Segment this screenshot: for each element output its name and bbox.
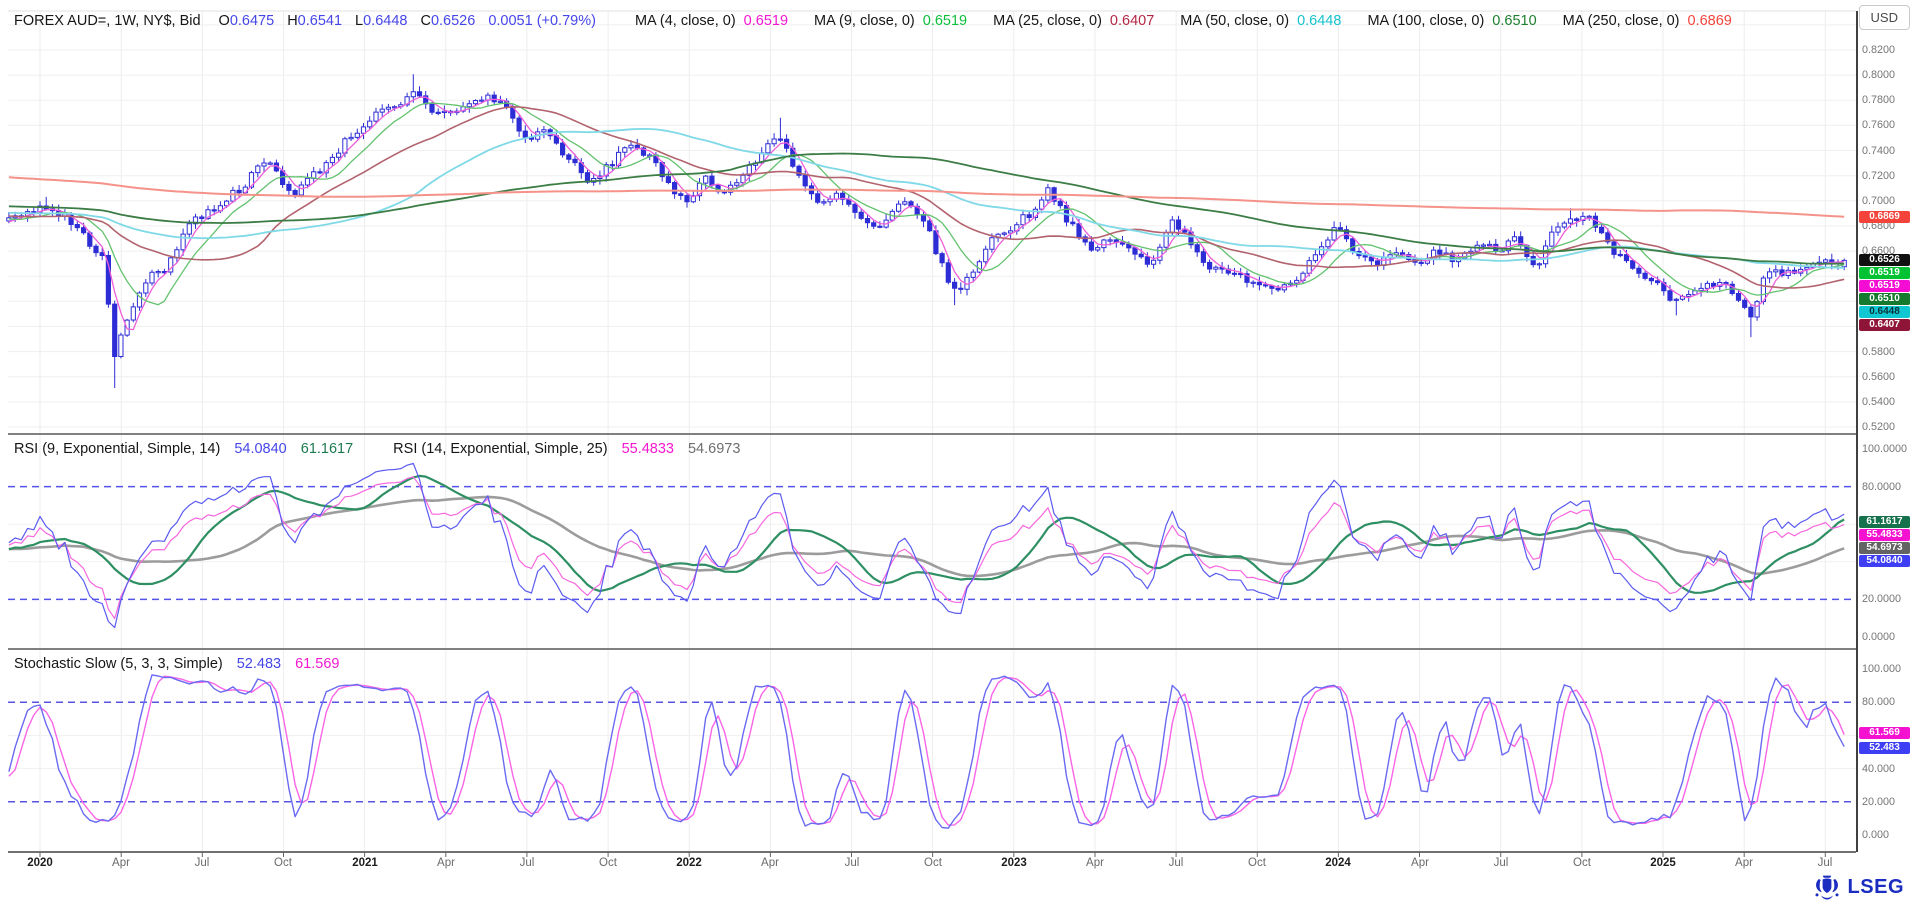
x-axis-label: Jul [1817,857,1833,869]
x-axis-label: Apr [437,857,455,869]
stoch-badge: 52.483 [1859,742,1910,754]
x-axis-label: Oct [599,857,617,869]
price-axis-label: 0.7000 [1862,195,1896,207]
x-axis-label: Jul [194,857,210,869]
lseg-logo: LSEG [1812,874,1904,901]
x-axis-label: 2021 [352,857,378,869]
rsi-badge: 61.1617 [1859,516,1910,528]
x-axis-label: Jul [519,857,535,869]
price-axis-label: 0.8000 [1862,69,1896,81]
rsi-legend: RSI (9, Exponential, Simple, 14) 54.0840 6… [14,441,754,457]
x-axis-label: 2025 [1650,857,1676,869]
x-axis-label: Apr [761,857,779,869]
x-axis-label: Apr [1086,857,1104,869]
x-axis-label: Apr [1411,857,1429,869]
x-axis-label: Apr [1735,857,1753,869]
legend-token-1: 54.0840 [234,441,287,457]
ma-legend-item-0: MA (4, close, 0) 0.6519 [634,13,789,29]
quote-fields: O0.6475 H0.6541 L0.6448 C0.6526 0.0051 (+0.7… [219,13,609,29]
legend-token-4: 55.4833 [621,441,674,457]
lseg-crest-icon [1815,875,1839,900]
legend-token-5: 54.6973 [687,441,741,457]
legend-token-2: 61.569 [295,656,340,672]
price-axis-label: 0.7600 [1862,119,1896,131]
legend-token-1: 52.483 [236,656,282,672]
price-axis-label: 0.7400 [1862,145,1896,157]
price-badge: 0.6526 [1859,254,1910,266]
stoch-axis-label: 80.000 [1862,696,1896,708]
price-axis-label: 0.8200 [1862,44,1896,56]
price-axis-label: 0.7800 [1862,94,1896,106]
price-badge: 0.6510 [1859,293,1910,305]
stoch-axis-label: 0.000 [1862,829,1890,841]
x-axis-label: Apr [112,857,130,869]
rsi-axis-label: 80.0000 [1862,481,1902,493]
stoch-badge: 61.569 [1859,727,1910,739]
rsi-axis-label: 0.0000 [1862,631,1896,643]
quote-l: L0.6448 [355,13,408,29]
lseg-wordmark: LSEG [1847,876,1904,898]
price-axis-label: 0.5600 [1862,371,1896,383]
price-badge: 0.6519 [1859,267,1910,279]
rsi-axis-label: 100.0000 [1862,443,1908,455]
stoch-axis-label: 100.000 [1862,663,1902,675]
ma-legend-item-2: MA (25, close, 0) 0.6407 [993,13,1155,29]
quote-c: C0.6526 [420,13,476,29]
x-axis-label: Oct [1573,857,1591,869]
x-axis-label: Oct [924,857,942,869]
x-axis-label: 2023 [1001,857,1027,869]
ma-legend: MA (4, close, 0) 0.6519 MA (9, close, 0) 0.… [609,13,1732,29]
price-badge: 0.6519 [1859,280,1910,292]
x-axis-label: 2022 [676,857,702,869]
ma-legend-item-5: MA (250, close, 0) 0.6869 [1562,13,1732,29]
price-axis-label: 0.6800 [1862,220,1896,232]
candlesticks [6,74,1847,388]
x-axis-label: Jul [1168,857,1184,869]
currency-button[interactable]: USD [1858,5,1910,30]
legend-token-2: 61.1617 [300,441,354,457]
legend-token-0: Stochastic Slow (5, 3, 3, Simple) [14,656,223,672]
price-badge: 0.6407 [1859,319,1910,331]
legend-token-0: RSI (9, Exponential, Simple, 14) [14,441,221,457]
price-axis-label: 0.5400 [1862,396,1896,408]
rsi-badge: 55.4833 [1859,529,1910,541]
stoch-axis-label: 40.000 [1862,763,1896,775]
stoch-axis-label: 20.000 [1862,796,1896,808]
instrument-title: FOREX AUD=, 1W, NY$, Bid [14,13,201,29]
price-axis-label: 0.5800 [1862,346,1896,358]
quote-h: H0.6541 [287,13,343,29]
quote-o: O0.6475 [218,13,275,29]
rsi-badge: 54.0840 [1859,555,1910,567]
price-axis-label: 0.5200 [1862,421,1896,433]
x-axis-label: 2020 [27,857,53,869]
x-axis-label: Jul [1493,857,1509,869]
x-axis-label: Oct [1248,857,1266,869]
ma-legend-item-3: MA (50, close, 0) 0.6448 [1180,13,1342,29]
price-badge: 0.6869 [1859,211,1910,223]
quote-change: 0.0051 (+0.79%) [488,13,596,29]
x-axis-label: 2024 [1325,857,1351,869]
x-axis-label: Oct [274,857,292,869]
price-axis-label: 0.7200 [1862,170,1896,182]
stochastic-legend: Stochastic Slow (5, 3, 3, Simple) 52.483 6… [14,656,353,672]
main-chart-legend: FOREX AUD=, 1W, NY$, Bid O0.6475 H0.6541 L0… [14,13,1732,29]
ma-legend-item-4: MA (100, close, 0) 0.6510 [1367,13,1537,29]
rsi-axis-label: 20.0000 [1862,593,1902,605]
ma-legend-item-1: MA (9, close, 0) 0.6519 [814,13,968,29]
x-axis-label: Jul [844,857,860,869]
rsi-badge: 54.6973 [1859,542,1910,554]
price-badge: 0.6448 [1859,306,1910,318]
legend-token-3: RSI (14, Exponential, Simple, 25) [393,441,608,457]
